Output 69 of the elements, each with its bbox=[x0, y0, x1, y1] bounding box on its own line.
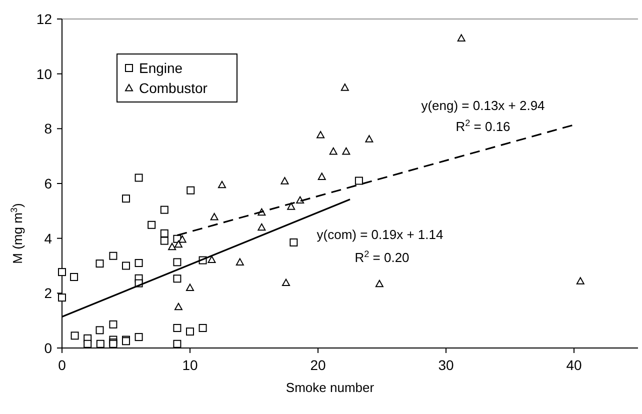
point bbox=[186, 328, 194, 336]
x-tick-label: 30 bbox=[438, 357, 454, 373]
point bbox=[84, 340, 92, 348]
point bbox=[160, 236, 168, 245]
point bbox=[160, 206, 168, 214]
y-tick-label: 6 bbox=[44, 176, 52, 192]
point bbox=[173, 324, 182, 332]
point bbox=[186, 284, 194, 291]
point bbox=[198, 324, 207, 332]
point bbox=[109, 320, 118, 328]
x-axis-title: Smoke number bbox=[286, 380, 375, 395]
point bbox=[134, 174, 143, 182]
point bbox=[109, 252, 118, 260]
point bbox=[236, 258, 244, 266]
x-tick-label: 10 bbox=[182, 357, 198, 373]
point bbox=[96, 260, 104, 268]
point bbox=[178, 235, 186, 243]
point bbox=[316, 130, 325, 138]
y-tick-label: 8 bbox=[44, 120, 52, 137]
point bbox=[290, 238, 298, 246]
point bbox=[258, 223, 266, 231]
annotation: R$^{2}$ = 0.20 bbox=[354, 249, 410, 265]
point bbox=[318, 172, 326, 180]
point bbox=[160, 229, 168, 238]
y-tick-label: 2 bbox=[44, 285, 52, 302]
annotation: y(com) = 0.19x + 1.14 bbox=[316, 227, 444, 242]
point bbox=[148, 220, 156, 229]
y-tick-label: 10 bbox=[36, 66, 52, 82]
x-tick-label: 40 bbox=[566, 357, 582, 373]
point bbox=[134, 333, 143, 342]
point bbox=[457, 34, 466, 42]
point bbox=[122, 262, 130, 270]
point bbox=[70, 332, 79, 340]
legend-label: Combustor bbox=[139, 80, 208, 96]
point bbox=[210, 212, 218, 220]
point bbox=[173, 258, 182, 266]
annotation: R$^{2}$ = 0.16 bbox=[456, 118, 510, 134]
point bbox=[280, 177, 289, 184]
point bbox=[329, 147, 338, 155]
point bbox=[354, 176, 363, 185]
point bbox=[342, 147, 350, 155]
point bbox=[58, 294, 66, 302]
x-tick-label: 20 bbox=[310, 357, 326, 373]
point bbox=[134, 259, 143, 268]
annotation: y(eng) = 0.13x + 2.94 bbox=[421, 98, 545, 113]
point bbox=[173, 274, 182, 283]
point bbox=[208, 256, 216, 264]
point bbox=[576, 277, 584, 284]
point bbox=[365, 135, 374, 142]
y-tick-label: 12 bbox=[36, 11, 52, 27]
point bbox=[96, 326, 104, 334]
point bbox=[168, 242, 176, 250]
y-tick-label: 0 bbox=[44, 340, 52, 356]
x-tick-label: 0 bbox=[58, 357, 66, 373]
point bbox=[96, 340, 104, 348]
point bbox=[173, 340, 182, 348]
point bbox=[122, 194, 130, 203]
legend-label: Engine bbox=[139, 60, 183, 76]
point bbox=[218, 180, 226, 188]
y-tick-label: 4 bbox=[44, 230, 52, 246]
point bbox=[186, 186, 195, 194]
point bbox=[174, 240, 182, 248]
point bbox=[340, 84, 349, 91]
point bbox=[174, 302, 182, 310]
point bbox=[58, 268, 66, 276]
point bbox=[282, 278, 290, 286]
point bbox=[287, 202, 296, 210]
point bbox=[70, 272, 78, 281]
point bbox=[375, 280, 384, 288]
